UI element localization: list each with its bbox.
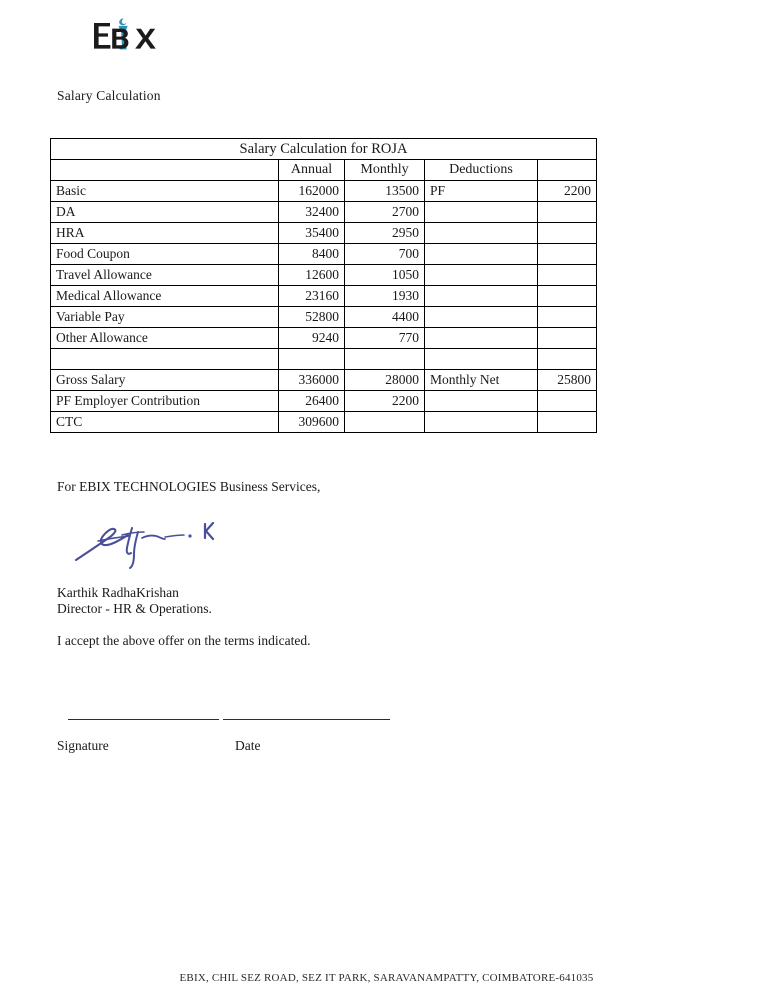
- row-deduction-value: [536, 327, 598, 349]
- header-annual: Annual: [278, 159, 345, 181]
- table-spacer-row: [50, 348, 598, 370]
- row-annual: 12600: [278, 264, 345, 286]
- row-monthly: 28000: [344, 369, 425, 391]
- row-label: HRA: [50, 222, 279, 244]
- row-deduction-label: [424, 411, 538, 433]
- table-row: Other Allowance 9240 770: [50, 327, 598, 349]
- spacer-deduction: [424, 348, 538, 370]
- spacer-deduction-value: [536, 348, 598, 370]
- company-logo: [88, 12, 178, 62]
- row-deduction-label: [424, 327, 538, 349]
- page-title: Salary Calculation: [57, 88, 161, 103]
- row-label: Medical Allowance: [50, 285, 279, 307]
- row-deduction-value: [536, 390, 598, 412]
- table-row: Variable Pay 52800 4400: [50, 306, 598, 328]
- row-monthly: 1050: [344, 264, 425, 286]
- row-label: Travel Allowance: [50, 264, 279, 286]
- ebix-logo-icon: [94, 18, 156, 50]
- row-label: DA: [50, 201, 279, 223]
- row-annual: 23160: [278, 285, 345, 307]
- employee-name: ROJA: [371, 141, 408, 157]
- row-label: CTC: [50, 411, 279, 433]
- date-label: Date: [235, 738, 261, 753]
- row-deduction-label: Monthly Net: [424, 369, 538, 391]
- signature-rule: [68, 719, 219, 720]
- table-row: CTC 309600: [50, 411, 598, 433]
- table-row: Basic 162000 13500 PF 2200: [50, 180, 598, 202]
- row-label: Variable Pay: [50, 306, 279, 328]
- row-deduction-label: [424, 264, 538, 286]
- row-annual: 162000: [278, 180, 345, 202]
- salary-table-container: Salary Calculation for ROJA Annual Month…: [49, 138, 598, 433]
- row-annual: 26400: [278, 390, 345, 412]
- row-deduction-label: [424, 306, 538, 328]
- row-label: Other Allowance: [50, 327, 279, 349]
- row-deduction-value: [536, 243, 598, 265]
- row-monthly: [344, 411, 425, 433]
- spacer-monthly: [344, 348, 425, 370]
- closing-for-line: For EBIX TECHNOLOGIES Business Services,: [57, 479, 321, 494]
- table-row: PF Employer Contribution 26400 2200: [50, 390, 598, 412]
- row-deduction-value: [536, 411, 598, 433]
- spacer-label: [50, 348, 279, 370]
- row-annual: 8400: [278, 243, 345, 265]
- row-monthly: 2200: [344, 390, 425, 412]
- row-deduction-value: [536, 285, 598, 307]
- row-annual: 336000: [278, 369, 345, 391]
- signer-title: Director - HR & Operations.: [57, 601, 212, 616]
- spacer-annual: [278, 348, 345, 370]
- row-monthly: 13500: [344, 180, 425, 202]
- signature-label: Signature: [57, 738, 109, 753]
- header-deductions: Deductions: [424, 159, 538, 181]
- row-annual: 35400: [278, 222, 345, 244]
- row-label: Gross Salary: [50, 369, 279, 391]
- date-rule: [223, 719, 390, 720]
- row-deduction-value: 25800: [536, 369, 598, 391]
- header-monthly: Monthly: [344, 159, 425, 181]
- handwritten-signature: [72, 508, 237, 573]
- row-monthly: 770: [344, 327, 425, 349]
- page-footer-address: EBIX, CHIL SEZ ROAD, SEZ IT PARK, SARAVA…: [179, 972, 594, 984]
- header-deduction-value: [536, 159, 598, 181]
- row-annual: 309600: [278, 411, 345, 433]
- salary-table: Salary Calculation for ROJA Annual Month…: [49, 138, 598, 433]
- row-label: PF Employer Contribution: [50, 390, 279, 412]
- acceptance-line: I accept the above offer on the terms in…: [57, 633, 311, 648]
- row-deduction-value: [536, 306, 598, 328]
- table-row: Travel Allowance 12600 1050: [50, 264, 598, 286]
- row-deduction-value: [536, 222, 598, 244]
- row-monthly: 2950: [344, 222, 425, 244]
- row-deduction-label: [424, 285, 538, 307]
- row-monthly: 4400: [344, 306, 425, 328]
- row-deduction-label: [424, 201, 538, 223]
- signature-ink-icon: [74, 521, 215, 569]
- salary-table-body: Salary Calculation for ROJA Annual Month…: [49, 138, 598, 433]
- table-row: Gross Salary 336000 28000 Monthly Net 25800: [50, 369, 598, 391]
- row-annual: 9240: [278, 327, 345, 349]
- table-title-cell: Salary Calculation for ROJA: [49, 138, 598, 160]
- table-row: DA 32400 2700: [50, 201, 598, 223]
- row-annual: 32400: [278, 201, 345, 223]
- row-annual: 52800: [278, 306, 345, 328]
- table-row: Food Coupon 8400 700: [50, 243, 598, 265]
- header-label: [50, 159, 279, 181]
- table-title-prefix: Salary Calculation for: [239, 141, 372, 157]
- table-row: Medical Allowance 23160 1930: [50, 285, 598, 307]
- row-deduction-value: [536, 264, 598, 286]
- row-deduction-label: [424, 243, 538, 265]
- table-header-row: Annual Monthly Deductions: [50, 159, 598, 181]
- row-monthly: 700: [344, 243, 425, 265]
- row-monthly: 2700: [344, 201, 425, 223]
- signer-name: Karthik RadhaKrishan: [57, 585, 179, 600]
- row-label: Basic: [50, 180, 279, 202]
- row-deduction-value: 2200: [536, 180, 598, 202]
- row-deduction-label: [424, 390, 538, 412]
- row-deduction-value: [536, 201, 598, 223]
- row-deduction-label: [424, 222, 538, 244]
- table-row: HRA 35400 2950: [50, 222, 598, 244]
- row-label: Food Coupon: [50, 243, 279, 265]
- row-monthly: 1930: [344, 285, 425, 307]
- row-deduction-label: PF: [424, 180, 538, 202]
- table-title-row: Salary Calculation for ROJA: [49, 138, 598, 160]
